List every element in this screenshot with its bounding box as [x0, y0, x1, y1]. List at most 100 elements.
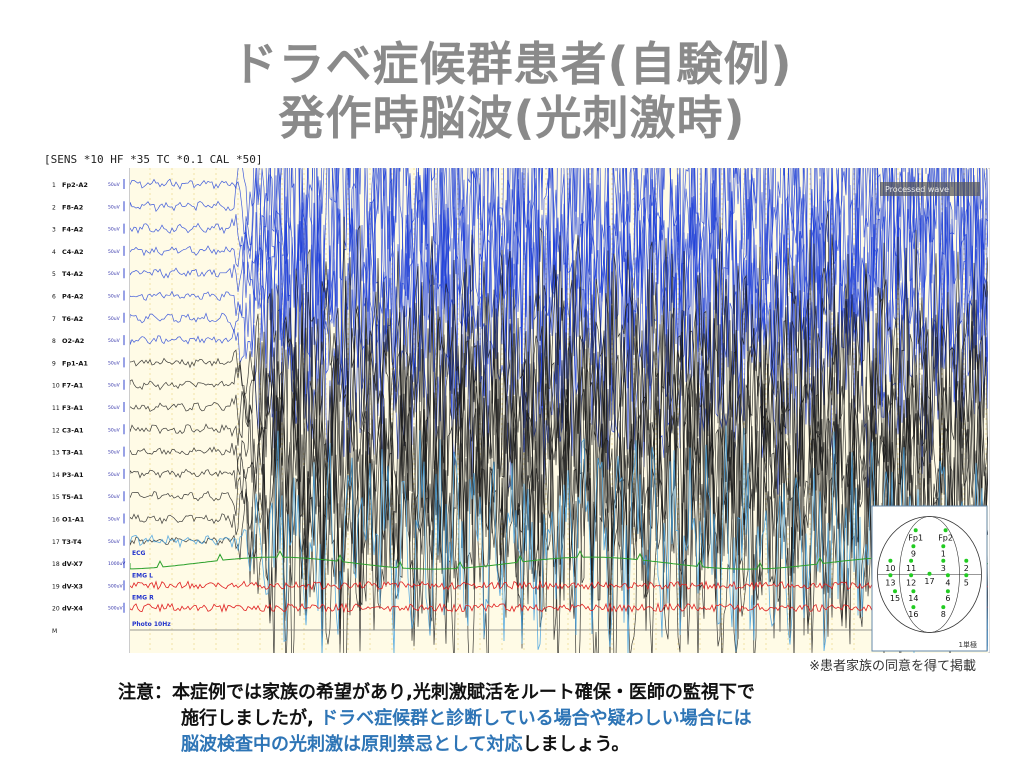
electrode-dot — [927, 571, 932, 576]
channel-number: 20 — [52, 606, 60, 613]
channel-name: dV-X7 — [62, 560, 83, 568]
channel-number: 2 — [52, 204, 56, 211]
electrode-label: 14 — [908, 594, 918, 603]
electrode-label: 2 — [964, 564, 969, 573]
caution-line-2: 施行しましたが, ドラベ症候群と診断している場合や疑わしい場合には — [181, 706, 752, 732]
electrode-dot — [941, 605, 946, 610]
electrode-label: 11 — [906, 564, 916, 573]
channel-name: F7-A1 — [62, 382, 84, 390]
electrode-dot — [909, 558, 914, 563]
eeg-trace — [130, 323, 988, 629]
caution-line-3: 脳波検査中の光刺激は原則禁忌として対応しましょう。 — [181, 732, 629, 758]
channel-scale: 50uV — [108, 494, 121, 500]
electrode-dot — [888, 558, 893, 563]
channel-name: C4-A2 — [62, 248, 84, 256]
processed-wave-box — [880, 182, 980, 196]
electrode-label: 15 — [890, 594, 900, 603]
channel-number: 15 — [52, 494, 60, 501]
channel-name: T3-A1 — [62, 449, 84, 457]
ecg-trace — [130, 549, 988, 570]
eeg-trace — [130, 210, 988, 516]
channel-name: T4-A2 — [62, 270, 83, 278]
electrode-dot — [911, 544, 916, 549]
caution-line-2-highlight: ドラベ症候群と診断している場合や疑わしい場合には — [320, 708, 752, 729]
channel-number: 14 — [52, 472, 60, 479]
slide-title-line2: 発作時脳波(光刺激時) — [278, 91, 746, 145]
electrode-dot — [909, 573, 914, 578]
channel-scale: 50uV — [108, 383, 121, 389]
channel-scale: 50uV — [108, 450, 121, 456]
electrode-label: Fp2 — [938, 533, 953, 542]
channel-name: dV-X4 — [62, 605, 83, 613]
channel-scale: 50uV — [108, 227, 121, 233]
channel-number: 11 — [52, 405, 60, 412]
channel-label-panel — [40, 168, 130, 653]
photic-label: Photo 10Hz — [132, 621, 171, 628]
channel-scale: 50uV — [108, 249, 121, 255]
map-scale-label: 1単極 — [959, 640, 977, 649]
channel-scale: 50uV — [108, 360, 121, 366]
channel-name: F8-A2 — [62, 203, 83, 211]
emg-right-label: EMG R — [132, 595, 154, 602]
electrode-map-box — [871, 505, 988, 652]
electrode-label: 13 — [885, 578, 895, 587]
channel-number: M — [52, 628, 57, 635]
channel-scale: 50uV — [108, 182, 121, 188]
channel-scale: 1000uV — [108, 561, 126, 567]
channel-number: 8 — [52, 338, 56, 345]
channel-number: 18 — [52, 561, 60, 568]
electrode-dot — [911, 605, 916, 610]
channel-number: 5 — [52, 271, 56, 278]
channel-scale: 50uV — [108, 405, 121, 411]
electrode-label: 3 — [941, 564, 946, 573]
electrode-label: 8 — [941, 610, 946, 619]
consent-note: ※患者家族の同意を得て掲載 — [809, 659, 976, 674]
caution-line-3-plain: しましょう。 — [522, 734, 630, 755]
electrode-dot — [945, 589, 950, 594]
eeg-trace — [130, 188, 988, 495]
eeg-settings-header: [SENS *10 HF *35 TC *0.1 CAL *50] — [44, 153, 263, 166]
channel-scale: 50uV — [108, 539, 121, 545]
channel-number: 17 — [52, 539, 60, 546]
channel-name: C3-A1 — [62, 426, 84, 434]
channel-scale: 50uV — [108, 472, 121, 478]
channel-name: P3-A1 — [62, 471, 84, 479]
channel-number: 10 — [52, 383, 60, 390]
eeg-trace — [130, 425, 988, 653]
electrode-label: 6 — [945, 594, 950, 603]
channel-number: 19 — [52, 583, 60, 590]
channel-scale: 500uV — [108, 583, 123, 589]
channel-name: O2-A2 — [62, 337, 84, 345]
channel-name: O1-A1 — [62, 516, 85, 524]
electrode-dot — [888, 573, 893, 578]
caution-line-1: 注意：本症例では家族の希望があり,光刺激賦活をルート確保・医師の監視下で — [118, 682, 755, 703]
electrode-label: 9 — [911, 549, 916, 558]
channel-number: 16 — [52, 517, 60, 524]
emg-trace — [130, 580, 988, 591]
channel-name: P4-A2 — [62, 293, 84, 301]
channel-scale: 50uV — [108, 294, 121, 300]
channel-number: 12 — [52, 427, 60, 434]
electrode-dot — [964, 573, 969, 578]
channel-scale: 50uV — [108, 427, 121, 433]
electrode-label: 12 — [906, 578, 916, 587]
electrode-dot — [913, 528, 918, 533]
channel-name: T6-A2 — [62, 315, 83, 323]
channel-name: T3-T4 — [62, 538, 82, 546]
channel-scale: 50uV — [108, 338, 121, 344]
electrode-dot — [943, 528, 948, 533]
electrode-dot — [945, 573, 950, 578]
emg-left-label: EMG L — [132, 572, 153, 579]
channel-name: Fp1-A1 — [62, 359, 88, 367]
emg-trace — [130, 602, 988, 614]
eeg-trace — [130, 258, 988, 560]
electrode-dot — [941, 558, 946, 563]
channel-number: 7 — [52, 316, 56, 323]
electrode-label: Fp1 — [908, 533, 923, 542]
electrode-label: 4 — [945, 578, 950, 587]
channel-name: dV-X3 — [62, 582, 83, 590]
caution-line-3-highlight: 脳波検査中の光刺激は原則禁忌として対応 — [181, 734, 523, 755]
channel-scale: 50uV — [108, 271, 121, 277]
electrode-label: 5 — [964, 578, 969, 587]
electrode-label: 17 — [924, 577, 934, 586]
